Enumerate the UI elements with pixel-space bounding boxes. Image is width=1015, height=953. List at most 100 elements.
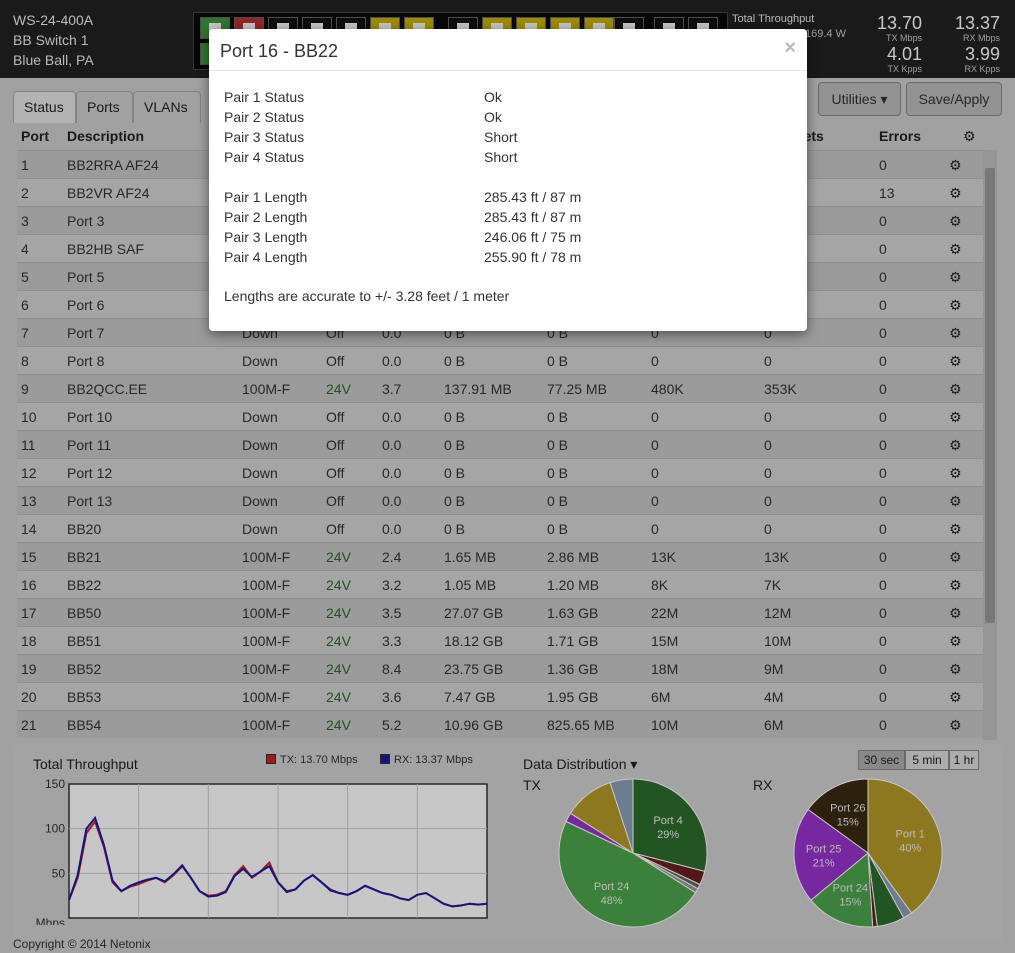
time-5min-button[interactable]: 5 min (905, 750, 949, 770)
cell-tx-packets: 6M (651, 689, 671, 705)
cell-rx-packets: 0 (764, 465, 772, 481)
table-row[interactable]: 9 BB2QCC.EE 100M-F 24V 3.7 137.91 MB 77.25 MB 4… (17, 374, 983, 402)
port-settings-gear-icon[interactable]: ⚙ (949, 661, 962, 677)
table-row[interactable]: 15 BB21 100M-F 24V 2.4 1.65 MB 2.86 MB 13K 13K 0 ⚙ (17, 542, 983, 570)
cell-rx-packets: 7K (764, 577, 782, 593)
column-settings-gear-icon[interactable]: ⚙ (963, 128, 976, 144)
col-errors[interactable]: Errors (879, 128, 922, 144)
bottom-panel: Total Throughput TX: 13.70 Mbps RX: 13.3… (13, 745, 1003, 941)
port-settings-gear-icon[interactable]: ⚙ (949, 409, 962, 425)
modal-row-label: Pair 3 Status (224, 129, 305, 145)
cell-tx-packets: 0 (651, 409, 659, 425)
port-settings-gear-icon[interactable]: ⚙ (949, 717, 962, 733)
port-settings-gear-icon[interactable]: ⚙ (949, 465, 962, 481)
tx-kpps-label: TX Kpps (887, 64, 922, 74)
cell-errors: 0 (879, 549, 887, 565)
tab-vlans[interactable]: VLANs (133, 91, 201, 123)
modal-row-label: Pair 1 Status (224, 89, 305, 105)
col-description[interactable]: Description (67, 128, 145, 144)
tab-status[interactable]: Status (13, 91, 76, 123)
port-settings-gear-icon[interactable]: ⚙ (949, 549, 962, 565)
table-scrollbar[interactable] (983, 150, 997, 740)
rx-kpps-label: RX Kpps (964, 64, 1000, 74)
cell-description: BB51 (67, 633, 102, 649)
y-axis-label: Mbps (36, 916, 65, 925)
cell-port: 16 (21, 577, 37, 593)
cell-errors: 0 (879, 409, 887, 425)
cell-link: Down (242, 409, 278, 425)
table-row[interactable]: 20 BB53 100M-F 24V 3.6 7.47 GB 1.95 GB 6M 4M 0 ⚙ (17, 682, 983, 710)
port-settings-gear-icon[interactable]: ⚙ (949, 577, 962, 593)
port-settings-gear-icon[interactable]: ⚙ (949, 325, 962, 341)
rx-pie-slice-label: Port 25 (806, 843, 841, 855)
table-row[interactable]: 18 BB51 100M-F 24V 3.3 18.12 GB 1.71 GB 15M 10M 0… (17, 626, 983, 654)
cell-errors: 0 (879, 157, 887, 173)
table-row[interactable]: 21 BB54 100M-F 24V 5.2 10.96 GB 825.65 MB 10M 6M… (17, 710, 983, 738)
cell-tx-packets: 22M (651, 605, 679, 621)
port-settings-gear-icon[interactable]: ⚙ (949, 269, 962, 285)
close-icon[interactable]: × (784, 37, 796, 59)
table-row[interactable]: 19 BB52 100M-F 24V 8.4 23.75 GB 1.36 GB 18M 9M 0 ⚙ (17, 654, 983, 682)
cell-link: 100M-F (242, 381, 291, 397)
modal-title: Port 16 - BB22 (220, 41, 339, 61)
cell-tx-packets: 13K (651, 549, 676, 565)
port-settings-gear-icon[interactable]: ⚙ (949, 157, 962, 173)
data-distribution-dropdown[interactable]: Data Distribution ▾ (523, 756, 638, 772)
time-30sec-button[interactable]: 30 sec (858, 750, 905, 770)
table-row[interactable]: 17 BB50 100M-F 24V 3.5 27.07 GB 1.63 GB 22M 12M 0… (17, 598, 983, 626)
port-settings-gear-icon[interactable]: ⚙ (949, 605, 962, 621)
table-row[interactable]: 13 Port 13 Down Off 0.0 0 B 0 B 0 0 0 ⚙ (17, 486, 983, 514)
tx-pie-slice (632, 778, 708, 873)
cell-description: BB2RRA AF24 (67, 157, 159, 173)
cell-rx-bytes: 0 B (547, 437, 569, 453)
table-row[interactable]: 12 Port 12 Down Off 0.0 0 B 0 B 0 0 0 ⚙ (17, 458, 983, 486)
modal-row-label: Pair 3 Length (224, 229, 308, 245)
tx-legend-label: TX: 13.70 Mbps (280, 754, 358, 766)
rx-legend: RX: 13.37 Mbps (380, 754, 473, 766)
port-settings-gear-icon[interactable]: ⚙ (949, 381, 962, 397)
cell-tx-packets: 8K (651, 577, 669, 593)
port-settings-gear-icon[interactable]: ⚙ (949, 297, 962, 313)
utilities-button[interactable]: Utilities ▾ (818, 82, 901, 116)
time-1hr-button[interactable]: 1 hr (949, 750, 979, 770)
cell-rx-bytes: 825.65 MB (547, 717, 615, 733)
port-settings-gear-icon[interactable]: ⚙ (949, 241, 962, 257)
modal-row-value: Ok (484, 109, 502, 125)
port-settings-gear-icon[interactable]: ⚙ (949, 437, 962, 453)
port-settings-gear-icon[interactable]: ⚙ (949, 185, 962, 201)
cell-port: 10 (21, 409, 37, 425)
cell-tx-packets: 0 (651, 325, 659, 341)
cell-description: Port 13 (67, 493, 113, 509)
cell-rx-bytes: 1.71 GB (547, 633, 599, 649)
table-row[interactable]: 16 BB22 100M-F 24V 3.2 1.05 MB 1.20 MB 8K 7K 0 ⚙ (17, 570, 983, 598)
cell-watts: 3.5 (382, 605, 402, 621)
cell-poe: 24V (326, 633, 351, 649)
table-row[interactable]: 14 BB20 Down Off 0.0 0 B 0 B 0 0 0 ⚙ (17, 514, 983, 542)
cell-rx-bytes: 0 B (547, 353, 569, 369)
cell-port: 5 (21, 269, 29, 285)
table-row[interactable]: 11 Port 11 Down Off 0.0 0 B 0 B 0 0 0 ⚙ (17, 430, 983, 458)
cell-errors: 13 (879, 185, 895, 201)
port-settings-gear-icon[interactable]: ⚙ (949, 689, 962, 705)
cell-description: BB22 (67, 577, 102, 593)
port-settings-gear-icon[interactable]: ⚙ (949, 213, 962, 229)
port-settings-gear-icon[interactable]: ⚙ (949, 633, 962, 649)
port-settings-gear-icon[interactable]: ⚙ (949, 493, 962, 509)
port-settings-gear-icon[interactable]: ⚙ (949, 521, 962, 537)
table-row[interactable]: 8 Port 8 Down Off 0.0 0 B 0 B 0 0 0 ⚙ (17, 346, 983, 374)
cell-rx-bytes: 1.95 GB (547, 689, 599, 705)
cell-description: Port 11 (67, 437, 112, 453)
col-port[interactable]: Port (21, 128, 49, 144)
tx-pie-slice-percent: 48% (601, 895, 623, 907)
cell-watts: 0.0 (382, 521, 402, 537)
table-row[interactable]: 10 Port 10 Down Off 0.0 0 B 0 B 0 0 0 ⚙ (17, 402, 983, 430)
cell-watts: 0.0 (382, 353, 402, 369)
tab-ports[interactable]: Ports (76, 91, 133, 123)
cell-tx-bytes: 0 B (444, 353, 466, 369)
cell-description: Port 10 (67, 409, 113, 425)
save-apply-button[interactable]: Save/Apply (906, 82, 1002, 116)
table-scrollbar-thumb[interactable] (985, 168, 995, 623)
port-settings-gear-icon[interactable]: ⚙ (949, 353, 962, 369)
cell-errors: 0 (879, 241, 887, 257)
rx-pie-slice-percent: 15% (839, 897, 861, 909)
